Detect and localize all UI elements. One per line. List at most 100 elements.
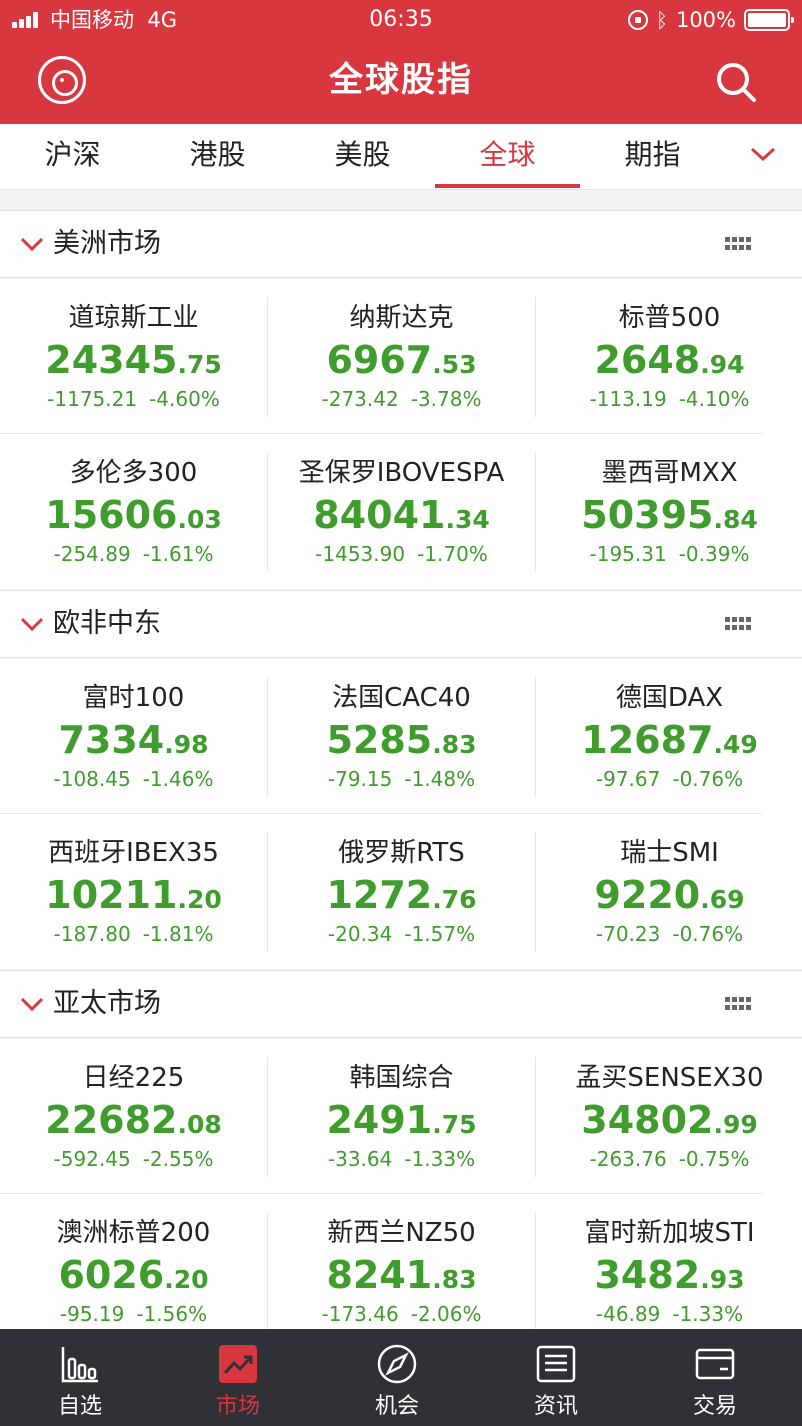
network-label: 4G bbox=[147, 8, 177, 32]
bottom-tab-bar: 自选 市场 机会 资讯 交易 bbox=[0, 1329, 802, 1426]
section-header-asia-pacific[interactable]: 亚太市场 bbox=[0, 970, 802, 1038]
bottom-tab-watchlist[interactable]: 自选 bbox=[0, 1329, 160, 1426]
index-row: 多伦多300 15606.03 -254.89 -1.61% 圣保罗IBOVESP… bbox=[0, 434, 802, 589]
index-card[interactable]: 瑞士SMI 9220.69 -70.23 -0.76% bbox=[536, 814, 802, 969]
index-price: 24345.75 bbox=[45, 338, 222, 382]
index-name: 标普500 bbox=[618, 303, 721, 333]
bluetooth-icon: ᛒ bbox=[655, 8, 668, 32]
index-card[interactable]: 多伦多300 15606.03 -254.89 -1.61% bbox=[0, 434, 267, 589]
bottom-tab-label: 市场 bbox=[215, 1394, 260, 1419]
index-price: 6967.53 bbox=[326, 338, 477, 382]
index-change: -187.80 -1.81% bbox=[53, 922, 214, 946]
index-card[interactable]: 富时新加坡STI 3482.93 -46.89 -1.33% bbox=[536, 1194, 802, 1349]
chevron-down-icon[interactable] bbox=[750, 144, 776, 164]
market-tabs: 沪深 港股 美股 全球 期指 bbox=[0, 124, 802, 190]
index-card[interactable]: 圣保罗IBOVESPA 84041.34 -1453.90 -1.70% bbox=[268, 434, 535, 589]
trend-up-icon bbox=[219, 1345, 257, 1383]
signal-icon bbox=[12, 12, 46, 28]
index-row: 道琼斯工业 24345.75 -1175.21 -4.60% 纳斯达克 6967.… bbox=[0, 279, 802, 434]
index-change: -79.15 -1.48% bbox=[327, 767, 476, 791]
tab-global[interactable]: 全球 bbox=[435, 124, 580, 190]
index-price: 2648.94 bbox=[594, 338, 745, 382]
index-price: 2491.75 bbox=[326, 1098, 477, 1142]
section-title: 欧非中东 bbox=[53, 608, 161, 639]
index-price: 22682.08 bbox=[45, 1098, 222, 1142]
bottom-tab-label: 资讯 bbox=[533, 1394, 578, 1419]
index-price: 12687.49 bbox=[581, 718, 758, 762]
index-name: 瑞士SMI bbox=[620, 838, 719, 868]
index-change: -33.64 -1.33% bbox=[327, 1147, 476, 1171]
index-name: 西班牙IBEX35 bbox=[48, 838, 219, 868]
index-price: 5285.83 bbox=[326, 718, 477, 762]
index-card[interactable]: 俄罗斯RTS 1272.76 -20.34 -1.57% bbox=[268, 814, 535, 969]
index-card[interactable]: 纳斯达克 6967.53 -273.42 -3.78% bbox=[268, 279, 535, 434]
index-card[interactable]: 德国DAX 12687.49 -97.67 -0.76% bbox=[536, 659, 802, 814]
index-card[interactable]: 法国CAC40 5285.83 -79.15 -1.48% bbox=[268, 659, 535, 814]
index-card[interactable]: 富时100 7334.98 -108.45 -1.46% bbox=[0, 659, 267, 814]
page-title: 全球股指 bbox=[329, 60, 473, 100]
index-change: -263.76 -0.75% bbox=[589, 1147, 750, 1171]
bottom-tab-label: 机会 bbox=[374, 1394, 419, 1419]
grid-view-icon[interactable] bbox=[725, 997, 753, 1013]
index-card[interactable]: 澳洲标普200 6026.20 -95.19 -1.56% bbox=[0, 1194, 267, 1349]
index-price: 1272.76 bbox=[326, 873, 477, 917]
index-name: 多伦多300 bbox=[69, 458, 198, 488]
index-card[interactable]: 新西兰NZ50 8241.83 -173.46 -2.06% bbox=[268, 1194, 535, 1349]
index-card[interactable]: 西班牙IBEX35 10211.20 -187.80 -1.81% bbox=[0, 814, 267, 969]
index-card[interactable]: 孟买SENSEX30 34802.99 -263.76 -0.75% bbox=[536, 1039, 802, 1194]
grid-view-icon[interactable] bbox=[725, 617, 753, 633]
index-name: 道琼斯工业 bbox=[68, 303, 199, 333]
index-name: 墨西哥MXX bbox=[601, 458, 738, 488]
index-card[interactable]: 墨西哥MXX 50395.84 -195.31 -0.39% bbox=[536, 434, 802, 589]
index-change: -108.45 -1.46% bbox=[53, 767, 214, 791]
index-card[interactable]: 韩国综合 2491.75 -33.64 -1.33% bbox=[268, 1039, 535, 1194]
index-price: 7334.98 bbox=[58, 718, 209, 762]
index-price: 50395.84 bbox=[581, 493, 758, 537]
index-card[interactable]: 道琼斯工业 24345.75 -1175.21 -4.60% bbox=[0, 279, 267, 434]
carrier-label: 中国移动 4G bbox=[50, 8, 177, 32]
bottom-tab-opportunities[interactable]: 机会 bbox=[317, 1329, 477, 1426]
bottom-tab-label: 自选 bbox=[57, 1394, 102, 1419]
tab-shanghai-shenzhen[interactable]: 沪深 bbox=[44, 138, 101, 171]
index-name: 澳洲标普200 bbox=[56, 1218, 211, 1248]
index-name: 圣保罗IBOVESPA bbox=[298, 458, 505, 488]
index-name: 俄罗斯RTS bbox=[338, 838, 465, 868]
chevron-down-icon bbox=[20, 617, 44, 632]
bottom-tab-market[interactable]: 市场 bbox=[158, 1329, 318, 1426]
section-header-americas[interactable]: 美洲市场 bbox=[0, 210, 802, 278]
bottom-tab-trade[interactable]: 交易 bbox=[635, 1329, 795, 1426]
index-name: 德国DAX bbox=[615, 683, 724, 713]
index-name: 新西兰NZ50 bbox=[327, 1218, 476, 1248]
grid-view-icon[interactable] bbox=[725, 237, 753, 253]
index-change: -46.89 -1.33% bbox=[595, 1302, 744, 1326]
search-icon[interactable] bbox=[714, 60, 758, 104]
index-card[interactable]: 标普500 2648.94 -113.19 -4.10% bbox=[536, 279, 802, 434]
index-change: -273.42 -3.78% bbox=[321, 387, 482, 411]
index-price: 8241.83 bbox=[326, 1253, 477, 1297]
index-price: 84041.34 bbox=[313, 493, 490, 537]
tab-futures-index[interactable]: 期指 bbox=[624, 138, 681, 171]
bottom-tab-label: 交易 bbox=[692, 1394, 737, 1419]
tab-us-stocks[interactable]: 美股 bbox=[334, 138, 391, 171]
index-card[interactable]: 日经225 22682.08 -592.45 -2.55% bbox=[0, 1039, 267, 1194]
index-row: 西班牙IBEX35 10211.20 -187.80 -1.81% 俄罗斯RTS … bbox=[0, 814, 802, 969]
disc-icon[interactable] bbox=[38, 56, 86, 104]
index-name: 孟买SENSEX30 bbox=[575, 1063, 764, 1093]
index-name: 法国CAC40 bbox=[332, 683, 471, 713]
tab-hong-kong[interactable]: 港股 bbox=[189, 138, 246, 171]
index-price: 6026.20 bbox=[58, 1253, 209, 1297]
index-price: 9220.69 bbox=[594, 873, 745, 917]
index-name: 富时新加坡STI bbox=[584, 1218, 755, 1248]
bottom-tab-news[interactable]: 资讯 bbox=[476, 1329, 636, 1426]
index-change: -20.34 -1.57% bbox=[327, 922, 476, 946]
section-header-emea[interactable]: 欧非中东 bbox=[0, 590, 802, 658]
index-row: 富时100 7334.98 -108.45 -1.46% 法国CAC40 5285… bbox=[0, 659, 802, 814]
index-change: -97.67 -0.76% bbox=[595, 767, 744, 791]
rotation-lock-icon bbox=[627, 10, 648, 30]
index-price: 15606.03 bbox=[45, 493, 222, 537]
battery-percent: 100% bbox=[675, 8, 736, 32]
chevron-down-icon bbox=[20, 237, 44, 252]
index-row: 澳洲标普200 6026.20 -95.19 -1.56% 新西兰NZ50 824… bbox=[0, 1194, 802, 1349]
index-row: 日经225 22682.08 -592.45 -2.55% 韩国综合 2491.7… bbox=[0, 1039, 802, 1194]
index-change: -95.19 -1.56% bbox=[59, 1302, 208, 1326]
